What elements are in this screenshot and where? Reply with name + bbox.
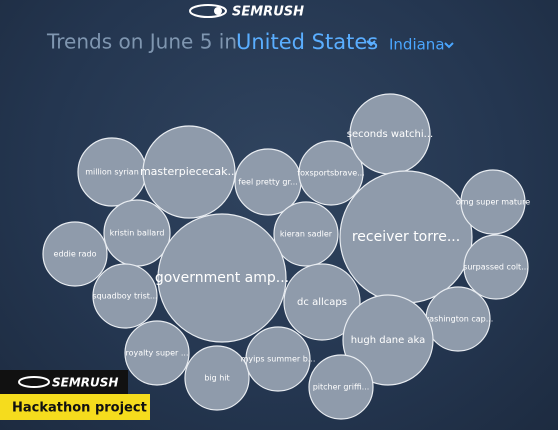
- trend-bubble[interactable]: [273, 201, 339, 267]
- trend-bubble[interactable]: [283, 263, 361, 341]
- region-select[interactable]: Indiana: [389, 36, 445, 54]
- region-chevron[interactable]: [444, 42, 454, 49]
- trend-label[interactable]: seconds watchi...: [347, 129, 433, 140]
- badge-label-box: [0, 394, 150, 420]
- trend-label[interactable]: royalty super ...: [126, 349, 189, 358]
- trend-label[interactable]: omg super mature: [456, 198, 530, 207]
- logo-text: SEMRUSH: [232, 5, 304, 20]
- trend-label[interactable]: dc allcaps: [297, 297, 347, 308]
- badge-logo-icon: [18, 376, 50, 388]
- title: Trends on June 5 in: [46, 30, 237, 54]
- trend-bubble[interactable]: [463, 234, 529, 300]
- trend-bubble[interactable]: [157, 213, 287, 343]
- trend-label[interactable]: foxsportsbrave...: [297, 169, 365, 178]
- trend-bubble[interactable]: [245, 326, 311, 392]
- trend-label[interactable]: government amp...: [155, 270, 289, 286]
- country-select[interactable]: United States: [236, 30, 378, 54]
- trend-label[interactable]: myips summer b...: [241, 355, 316, 364]
- trend-label[interactable]: million syrian: [85, 168, 139, 177]
- trend-bubble[interactable]: [308, 354, 374, 420]
- trend-label[interactable]: kristin ballard: [110, 229, 165, 238]
- trend-label[interactable]: eddie rado: [54, 250, 97, 259]
- trend-label[interactable]: squadboy trist...: [92, 292, 157, 301]
- trend-label[interactable]: big hit: [204, 374, 229, 383]
- logo-icon: [189, 4, 227, 18]
- trend-label[interactable]: feel pretty gr...: [238, 178, 297, 187]
- trend-label[interactable]: hugh dane aka: [351, 335, 426, 346]
- badge-logo-box: [0, 370, 128, 394]
- badge: SEMRUSH Hackathon project: [0, 370, 150, 420]
- trend-bubble[interactable]: [42, 221, 108, 287]
- trend-bubble[interactable]: [92, 263, 158, 329]
- trend-bubble[interactable]: [460, 169, 526, 235]
- header-logo: SEMRUSH: [189, 4, 304, 20]
- trend-bubble[interactable]: [184, 345, 250, 411]
- trend-bubble[interactable]: [342, 294, 434, 386]
- logo-icon-dot: [214, 7, 222, 15]
- trend-label[interactable]: masterpiececak...: [140, 165, 238, 178]
- trend-label[interactable]: kieran sadler: [280, 230, 333, 239]
- badge-label: Hackathon project: [12, 401, 147, 416]
- trend-bubble[interactable]: [142, 125, 236, 219]
- trend-label[interactable]: surpassed colt...: [463, 263, 529, 272]
- country-chevron[interactable]: [366, 40, 376, 47]
- badge-logo-text: SEMRUSH: [52, 376, 118, 390]
- trend-bubble[interactable]: [298, 140, 364, 206]
- trend-label[interactable]: washington cap...: [423, 315, 494, 324]
- trend-bubble[interactable]: [124, 320, 190, 386]
- trend-label[interactable]: receiver torre...: [352, 229, 460, 245]
- bubble-group: million syrian masterpiececak...feel pret…: [42, 93, 530, 420]
- trend-label[interactable]: pitcher griffi...: [313, 383, 370, 392]
